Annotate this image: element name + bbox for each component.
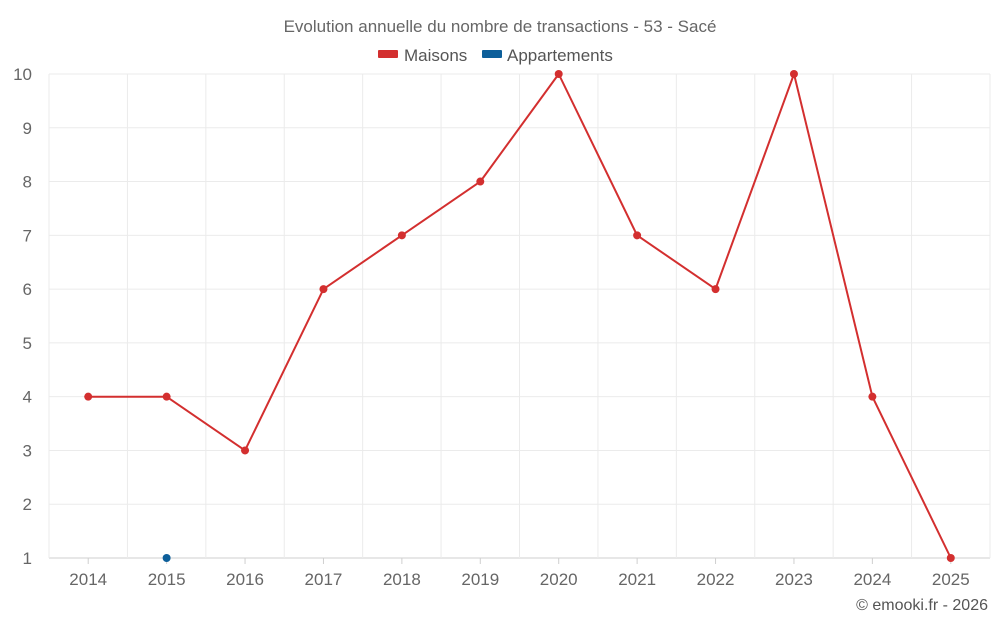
chart-title: Evolution annuelle du nombre de transact… xyxy=(284,17,717,36)
x-tick-label: 2021 xyxy=(618,570,656,589)
x-tick-label: 2020 xyxy=(540,570,578,589)
y-tick-label: 7 xyxy=(23,226,32,245)
y-axis-tick-labels: 1 2 3 4 5 6 7 8 9 10 xyxy=(13,65,32,568)
data-point-maisons[interactable] xyxy=(319,285,328,294)
series-line-maisons xyxy=(88,73,952,559)
x-tick-label: 2016 xyxy=(226,570,264,589)
legend-swatch-appartements[interactable] xyxy=(482,50,502,58)
data-point-maisons[interactable] xyxy=(554,70,563,78)
data-point-maisons[interactable] xyxy=(162,392,171,401)
y-tick-label: 1 xyxy=(23,549,32,568)
data-point-maisons[interactable] xyxy=(397,231,406,240)
x-tick-label: 2025 xyxy=(932,570,970,589)
x-tick-label: 2019 xyxy=(461,570,499,589)
legend-label-maisons[interactable]: Maisons xyxy=(404,46,467,65)
data-point-maisons[interactable] xyxy=(241,446,250,455)
y-tick-label: 5 xyxy=(23,334,32,353)
y-tick-label: 4 xyxy=(23,388,32,407)
data-point-maisons[interactable] xyxy=(711,285,720,294)
x-tick-label: 2022 xyxy=(697,570,735,589)
x-tick-label: 2015 xyxy=(148,570,186,589)
data-point-appartements[interactable] xyxy=(162,554,171,562)
x-tick-label: 2017 xyxy=(305,570,343,589)
data-point-maisons[interactable] xyxy=(946,554,955,562)
legend-swatch-maisons[interactable] xyxy=(378,50,398,58)
data-point-maisons[interactable] xyxy=(633,231,642,240)
y-tick-label: 6 xyxy=(23,280,32,299)
data-point-maisons[interactable] xyxy=(789,70,798,78)
x-axis-tick-labels: 2014 2015 2016 2017 2018 2019 2020 2021 2022 2023… xyxy=(69,570,969,589)
y-tick-label: 3 xyxy=(23,441,32,460)
data-point-maisons[interactable] xyxy=(84,392,93,401)
legend: Maisons Appartements xyxy=(378,46,613,65)
x-tick-label: 2024 xyxy=(853,570,891,589)
y-tick-label: 9 xyxy=(23,119,32,138)
x-tick-label: 2014 xyxy=(69,570,107,589)
y-tick-label: 8 xyxy=(23,173,32,192)
credit-text: © emooki.fr - 2026 xyxy=(856,597,988,614)
y-tick-label: 10 xyxy=(13,65,32,84)
data-point-maisons[interactable] xyxy=(868,392,877,401)
series-layer xyxy=(84,70,955,562)
data-point-maisons[interactable] xyxy=(476,177,485,186)
x-gridlines xyxy=(48,74,991,564)
x-tick-label: 2018 xyxy=(383,570,421,589)
legend-label-appartements[interactable]: Appartements xyxy=(507,46,613,65)
y-tick-label: 2 xyxy=(23,495,32,514)
x-tick-label: 2023 xyxy=(775,570,813,589)
